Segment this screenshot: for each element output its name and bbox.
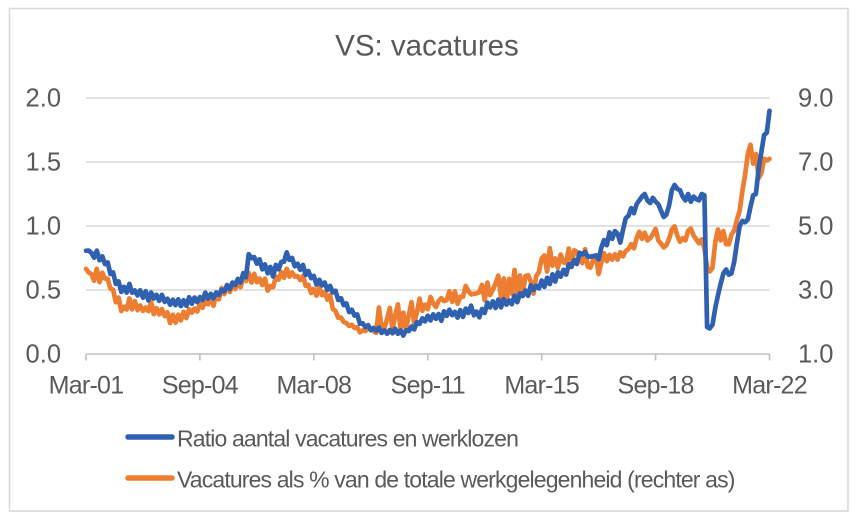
svg-text:3.0: 3.0 bbox=[798, 276, 833, 304]
svg-text:0.5: 0.5 bbox=[26, 276, 61, 304]
svg-text:1.0: 1.0 bbox=[26, 212, 61, 240]
svg-text:0.0: 0.0 bbox=[26, 340, 61, 368]
svg-text:Vacatures als % van de totale: Vacatures als % van de totale werkgelege… bbox=[177, 467, 735, 493]
svg-text:Mar-22: Mar-22 bbox=[732, 372, 807, 400]
svg-text:1.5: 1.5 bbox=[26, 148, 61, 176]
svg-text:Mar-08: Mar-08 bbox=[276, 372, 351, 400]
svg-text:Sep-04: Sep-04 bbox=[162, 372, 239, 400]
svg-text:Mar-15: Mar-15 bbox=[504, 372, 579, 400]
svg-text:Sep-11: Sep-11 bbox=[391, 372, 465, 400]
svg-text:Mar-01: Mar-01 bbox=[49, 372, 124, 400]
svg-text:2.0: 2.0 bbox=[26, 84, 61, 112]
svg-text:5.0: 5.0 bbox=[798, 212, 833, 240]
svg-text:Ratio aantal vacatures en werk: Ratio aantal vacatures en werklozen bbox=[177, 426, 518, 452]
svg-text:Sep-18: Sep-18 bbox=[618, 372, 694, 400]
svg-text:1.0: 1.0 bbox=[798, 340, 833, 368]
svg-text:VS: vacatures: VS: vacatures bbox=[335, 30, 519, 63]
svg-text:9.0: 9.0 bbox=[798, 84, 833, 112]
svg-text:7.0: 7.0 bbox=[798, 148, 833, 176]
